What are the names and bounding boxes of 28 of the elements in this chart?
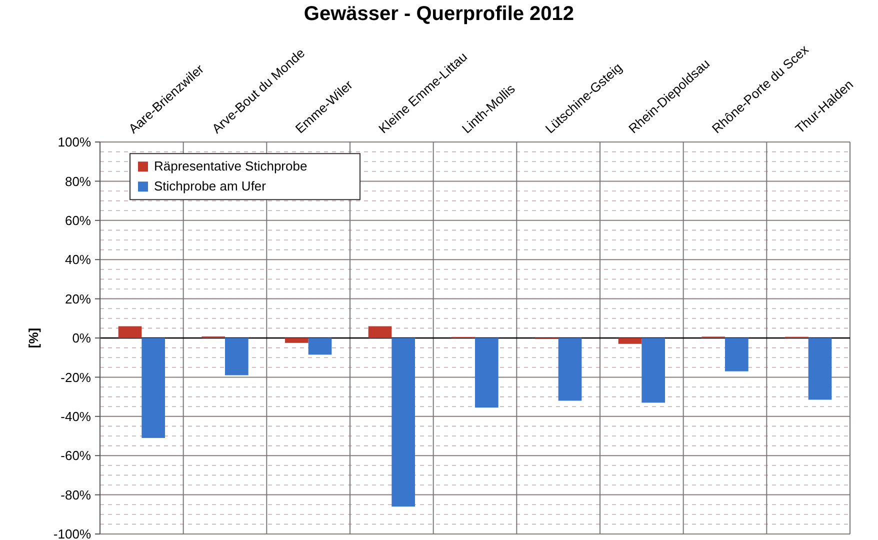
- y-tick-label: 0%: [72, 330, 92, 346]
- bar: [392, 338, 415, 507]
- y-tick-label: 100%: [58, 134, 92, 150]
- bar: [285, 338, 308, 343]
- bar: [618, 338, 642, 344]
- bar: [308, 338, 332, 355]
- y-tick-label: -80%: [60, 487, 92, 502]
- chart-title: Gewässer - Querprofile 2012: [304, 3, 574, 25]
- bar: [642, 338, 665, 403]
- y-tick-label: -20%: [60, 370, 92, 385]
- y-tick-label: 40%: [64, 252, 92, 268]
- bar: [118, 326, 142, 338]
- y-tick-label: 80%: [64, 174, 92, 189]
- legend-label: Stichprobe am Ufer: [154, 178, 267, 194]
- bar: [725, 338, 748, 372]
- y-tick-label: -60%: [60, 448, 92, 464]
- bar: [475, 338, 498, 408]
- legend-label: Räpresentative Stichprobe: [154, 158, 308, 174]
- bar: [225, 338, 248, 376]
- y-tick-label: 60%: [64, 212, 92, 228]
- bar: [368, 326, 392, 338]
- y-tick-label: 20%: [64, 291, 92, 306]
- bar: [558, 338, 582, 401]
- y-tick-label: -100%: [53, 526, 92, 540]
- y-tick-label: -40%: [60, 408, 92, 424]
- bar: [808, 338, 832, 400]
- y-axis-title: [%]: [26, 328, 41, 348]
- bar: [142, 338, 165, 438]
